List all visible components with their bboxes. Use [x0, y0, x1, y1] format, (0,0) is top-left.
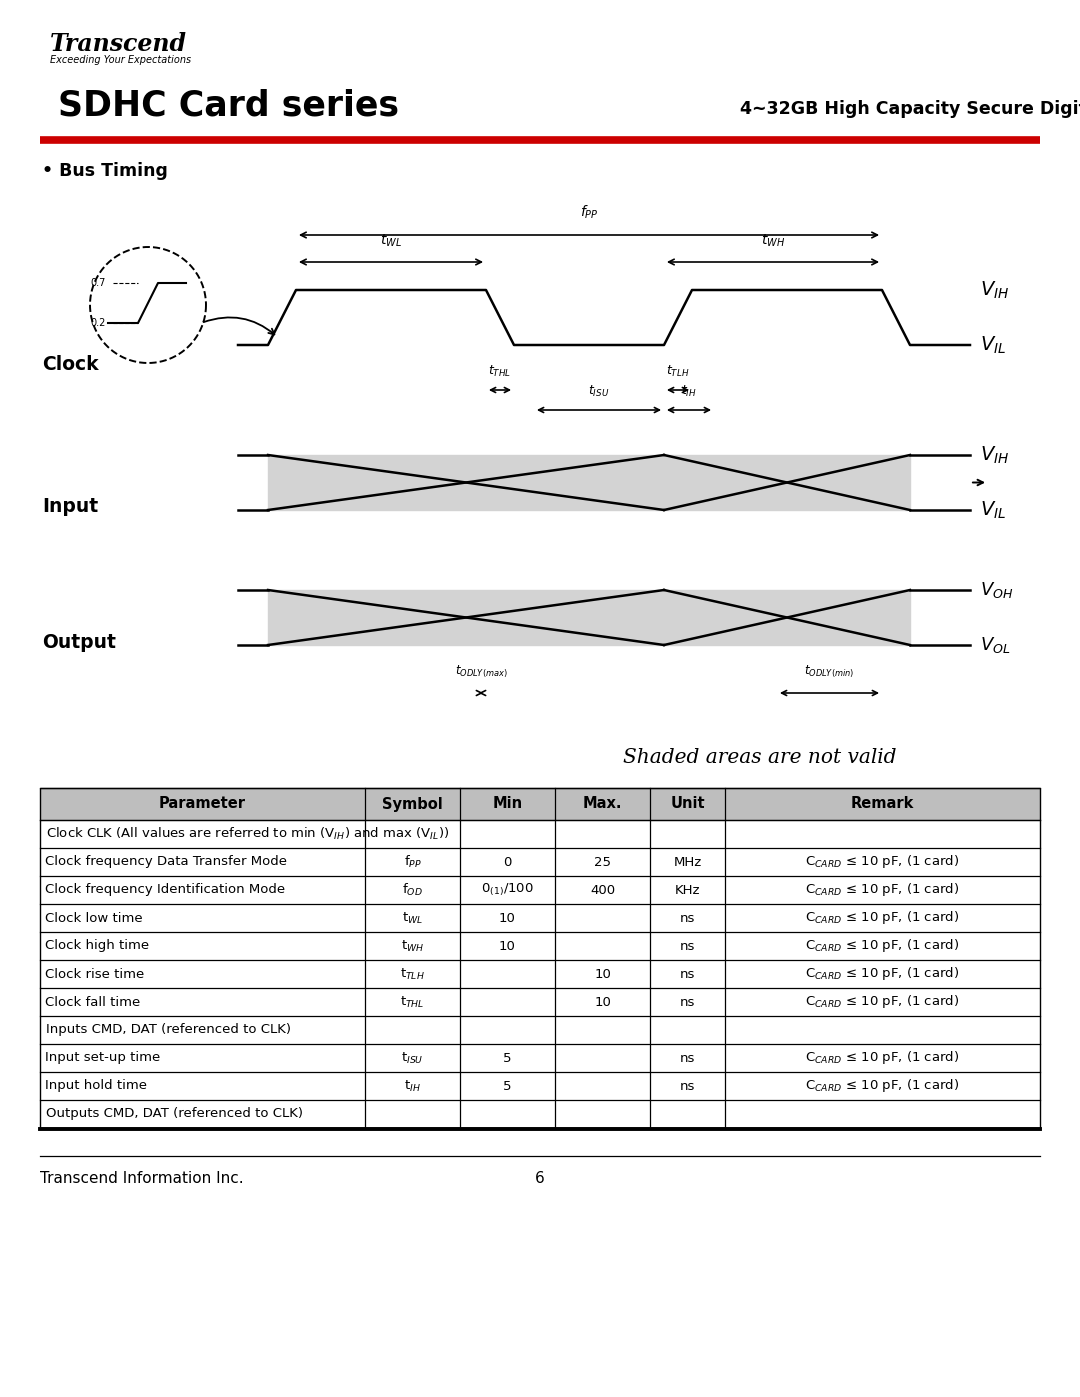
Text: $t_{ODLY(min)}$: $t_{ODLY(min)}$: [805, 664, 854, 680]
Bar: [40, 788, 1040, 1127]
Text: Remark: Remark: [851, 796, 914, 812]
Text: C$_{CARD}$ ≤ 10 pF, (1 card): C$_{CARD}$ ≤ 10 pF, (1 card): [806, 1077, 960, 1094]
Text: $t_{WH}$: $t_{WH}$: [761, 232, 785, 249]
Text: Clock low time: Clock low time: [45, 911, 143, 925]
Text: t$_{THL}$: t$_{THL}$: [401, 995, 424, 1010]
Text: 400: 400: [590, 883, 616, 897]
Text: MHz: MHz: [673, 855, 702, 869]
Text: 10: 10: [594, 996, 611, 1009]
Text: $t_{TLH}$: $t_{TLH}$: [666, 363, 690, 379]
Text: C$_{CARD}$ ≤ 10 pF, (1 card): C$_{CARD}$ ≤ 10 pF, (1 card): [806, 854, 960, 870]
Text: ns: ns: [679, 1080, 696, 1092]
Text: Input set-up time: Input set-up time: [45, 1052, 160, 1065]
Text: C$_{CARD}$ ≤ 10 pF, (1 card): C$_{CARD}$ ≤ 10 pF, (1 card): [806, 1049, 960, 1066]
Text: ns: ns: [679, 996, 696, 1009]
Text: Input: Input: [42, 497, 98, 517]
Text: Shaded areas are not valid: Shaded areas are not valid: [623, 747, 896, 767]
Text: t$_{WH}$: t$_{WH}$: [401, 939, 424, 954]
Text: $V_{IL}$: $V_{IL}$: [980, 499, 1007, 521]
Bar: [40, 788, 1040, 820]
Text: $f_{PP}$: $f_{PP}$: [580, 204, 598, 221]
Text: 0: 0: [503, 855, 512, 869]
Text: C$_{CARD}$ ≤ 10 pF, (1 card): C$_{CARD}$ ≤ 10 pF, (1 card): [806, 909, 960, 926]
Text: ns: ns: [679, 911, 696, 925]
Text: C$_{CARD}$ ≤ 10 pF, (1 card): C$_{CARD}$ ≤ 10 pF, (1 card): [806, 993, 960, 1010]
Text: ns: ns: [679, 1052, 696, 1065]
Text: Unit: Unit: [671, 796, 705, 812]
Text: SDHC Card series: SDHC Card series: [58, 88, 399, 122]
Text: Inputs CMD, DAT (referenced to CLK): Inputs CMD, DAT (referenced to CLK): [46, 1024, 291, 1037]
Text: KHz: KHz: [675, 883, 700, 897]
Text: 4~32GB High Capacity Secure Digital Card: 4~32GB High Capacity Secure Digital Card: [740, 101, 1080, 117]
Text: $V_{OL}$: $V_{OL}$: [980, 636, 1011, 655]
Text: ns: ns: [679, 940, 696, 953]
Text: ns: ns: [679, 968, 696, 981]
Text: C$_{CARD}$ ≤ 10 pF, (1 card): C$_{CARD}$ ≤ 10 pF, (1 card): [806, 882, 960, 898]
Text: $V_{OH}$: $V_{OH}$: [980, 580, 1013, 599]
Text: Symbol: Symbol: [382, 796, 443, 812]
Text: Clock rise time: Clock rise time: [45, 968, 145, 981]
Text: $V_{IL}$: $V_{IL}$: [980, 334, 1007, 356]
Text: C$_{CARD}$ ≤ 10 pF, (1 card): C$_{CARD}$ ≤ 10 pF, (1 card): [806, 937, 960, 954]
Text: $t_{WL}$: $t_{WL}$: [380, 232, 402, 249]
Text: Clock CLK (All values are referred to min (V$_{IH}$) and max (V$_{IL}$)): Clock CLK (All values are referred to mi…: [46, 826, 449, 842]
Text: Transcend: Transcend: [50, 32, 187, 56]
Text: f$_{OD}$: f$_{OD}$: [402, 882, 423, 898]
Text: t$_{TLH}$: t$_{TLH}$: [400, 967, 424, 982]
Text: Clock frequency Data Transfer Mode: Clock frequency Data Transfer Mode: [45, 855, 287, 869]
Text: Transcend Information Inc.: Transcend Information Inc.: [40, 1171, 244, 1186]
Text: 0.2: 0.2: [91, 319, 106, 328]
Text: 6: 6: [535, 1171, 545, 1186]
Text: Min: Min: [492, 796, 523, 812]
Text: Max.: Max.: [583, 796, 622, 812]
Text: Output: Output: [42, 633, 116, 651]
Text: $V_{IH}$: $V_{IH}$: [980, 279, 1009, 300]
Text: Clock: Clock: [42, 355, 98, 374]
Text: Input hold time: Input hold time: [45, 1080, 147, 1092]
Text: Parameter: Parameter: [159, 796, 246, 812]
Text: 0$_{(1)}$/100: 0$_{(1)}$/100: [481, 882, 534, 898]
Text: $V_{IH}$: $V_{IH}$: [980, 444, 1009, 465]
Text: 25: 25: [594, 855, 611, 869]
Text: f$_{PP}$: f$_{PP}$: [404, 854, 421, 870]
Text: 10: 10: [499, 940, 516, 953]
Text: $t_{THL}$: $t_{THL}$: [488, 363, 512, 379]
Text: Exceeding Your Expectations: Exceeding Your Expectations: [50, 54, 191, 66]
Text: Outputs CMD, DAT (referenced to CLK): Outputs CMD, DAT (referenced to CLK): [46, 1108, 303, 1120]
Text: $t_{ISU}$: $t_{ISU}$: [589, 384, 609, 400]
Text: • Bus Timing: • Bus Timing: [42, 162, 167, 180]
Text: $t_{IH}$: $t_{IH}$: [681, 384, 697, 400]
Text: t$_{ISU}$: t$_{ISU}$: [402, 1051, 423, 1066]
Text: 10: 10: [499, 911, 516, 925]
Text: 10: 10: [594, 968, 611, 981]
Text: Clock fall time: Clock fall time: [45, 996, 140, 1009]
Text: $t_{ODLY(max)}$: $t_{ODLY(max)}$: [455, 664, 508, 680]
Text: t$_{WL}$: t$_{WL}$: [402, 911, 423, 926]
Text: t$_{IH}$: t$_{IH}$: [404, 1078, 421, 1094]
Text: C$_{CARD}$ ≤ 10 pF, (1 card): C$_{CARD}$ ≤ 10 pF, (1 card): [806, 965, 960, 982]
Text: 5: 5: [503, 1052, 512, 1065]
Text: Clock high time: Clock high time: [45, 940, 149, 953]
Text: Clock frequency Identification Mode: Clock frequency Identification Mode: [45, 883, 285, 897]
Text: 0.7: 0.7: [91, 278, 106, 288]
Text: 5: 5: [503, 1080, 512, 1092]
